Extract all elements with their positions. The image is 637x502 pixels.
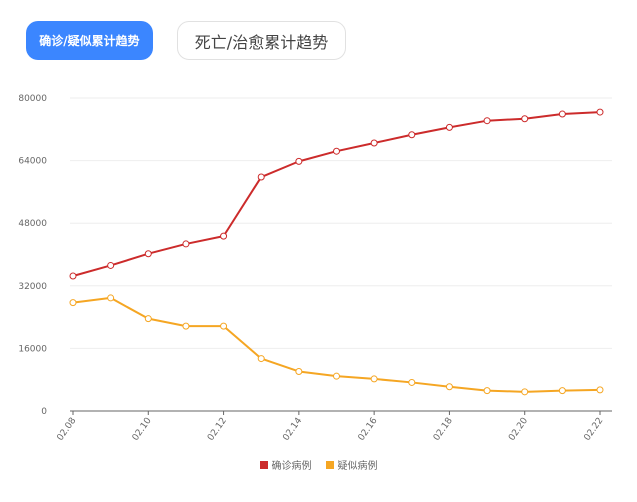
- y-tick-label: 80000: [18, 94, 47, 104]
- data-point-suspected: [220, 322, 228, 330]
- data-point-confirmed: [182, 240, 190, 248]
- legend-swatch-suspected: [325, 460, 334, 469]
- legend-swatch-confirmed: [259, 460, 268, 469]
- legend-item-confirmed[interactable]: 确诊病例: [259, 457, 312, 472]
- data-point-confirmed: [220, 232, 228, 240]
- data-point-confirmed: [295, 157, 303, 165]
- data-point-suspected: [596, 386, 604, 394]
- data-point-suspected: [408, 378, 416, 386]
- data-point-suspected: [370, 375, 378, 383]
- x-tick-label: 02.12: [206, 416, 229, 443]
- data-point-suspected: [483, 387, 491, 395]
- data-point-suspected: [144, 315, 152, 323]
- data-point-confirmed: [333, 147, 340, 155]
- data-point-confirmed: [483, 117, 491, 125]
- data-point-suspected: [182, 322, 190, 330]
- legend-item-suspected[interactable]: 疑似病例: [325, 457, 378, 472]
- data-point-suspected: [107, 294, 115, 302]
- data-point-confirmed: [257, 173, 265, 181]
- x-tick-label: 02.22: [582, 416, 605, 443]
- y-tick-label: 64000: [18, 157, 47, 167]
- legend-label-confirmed: 确诊病例: [271, 461, 312, 472]
- data-point-suspected: [333, 372, 340, 380]
- tab-confirmed-suspected-label: 确诊/疑似累计趋势: [39, 34, 140, 48]
- chart-legend: 确诊病例 疑似病例: [0, 457, 637, 472]
- x-tick-label: 02.08: [55, 416, 78, 443]
- data-point-suspected: [295, 367, 303, 375]
- data-point-confirmed: [558, 110, 566, 118]
- tab-deaths-recovered-trend[interactable]: 死亡/治愈累计趋势: [177, 21, 346, 60]
- data-point-suspected: [558, 387, 566, 395]
- series-line-confirmed: [72, 111, 601, 277]
- y-tick-label: 32000: [18, 282, 47, 292]
- data-point-suspected: [445, 383, 453, 391]
- data-point-confirmed: [408, 131, 416, 139]
- x-tick-label: 02.14: [281, 416, 304, 443]
- data-point-suspected: [521, 388, 529, 396]
- legend-label-suspected: 疑似病例: [337, 461, 378, 472]
- data-point-suspected: [257, 355, 265, 363]
- y-tick-label: 0: [41, 407, 47, 417]
- x-tick-label: 02.10: [131, 416, 154, 443]
- chart-grid: [70, 97, 612, 349]
- x-tick-label: 02.18: [432, 416, 455, 443]
- x-tick-label: 02.16: [357, 416, 380, 443]
- tab-confirmed-suspected-trend[interactable]: 确诊/疑似累计趋势: [26, 21, 153, 60]
- data-point-confirmed: [445, 123, 453, 131]
- data-point-confirmed: [107, 261, 115, 269]
- data-point-confirmed: [370, 139, 378, 147]
- tab-deaths-recovered-label: 死亡/治愈累计趋势: [194, 32, 329, 52]
- data-point-confirmed: [144, 250, 152, 258]
- y-tick-label: 16000: [18, 344, 47, 354]
- y-tick-label: 48000: [18, 219, 47, 229]
- data-point-confirmed: [69, 272, 77, 280]
- chart-series: [69, 108, 604, 396]
- data-point-confirmed: [521, 115, 529, 123]
- data-point-confirmed: [596, 108, 604, 116]
- x-tick-label: 02.20: [507, 416, 530, 443]
- data-point-suspected: [69, 299, 77, 307]
